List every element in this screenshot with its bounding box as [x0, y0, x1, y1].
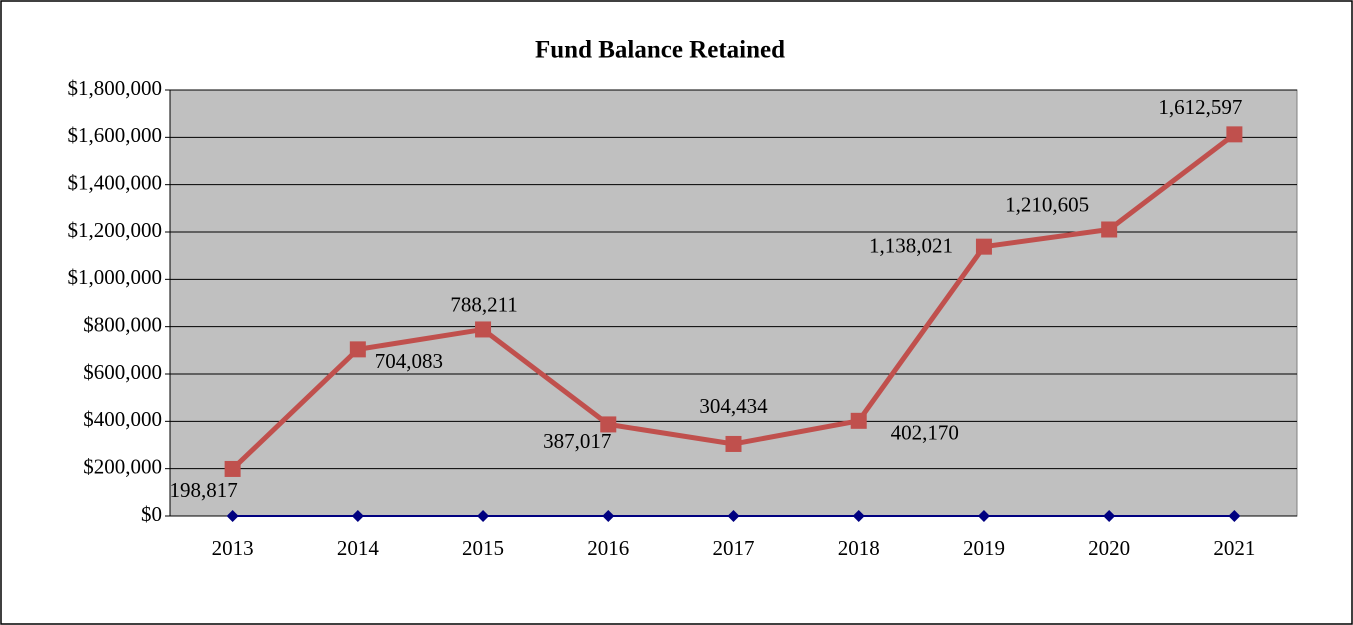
y-tick-label: $600,000 [83, 360, 162, 384]
marker [1226, 126, 1243, 143]
data-label: 1,612,597 [1158, 95, 1242, 119]
y-tick-label: $400,000 [83, 407, 162, 431]
marker [977, 510, 990, 522]
marker [1103, 510, 1116, 522]
marker [727, 510, 740, 522]
y-tick-label: $800,000 [83, 312, 162, 336]
x-tick-label: 2020 [1088, 536, 1130, 560]
marker [349, 341, 366, 358]
marker [600, 416, 617, 433]
marker [475, 321, 492, 338]
y-tick-label: $1,800,000 [68, 76, 163, 100]
x-tick-label: 2013 [212, 536, 254, 560]
marker [852, 510, 865, 522]
y-tick-label: $1,600,000 [68, 123, 163, 147]
data-label: 304,434 [699, 394, 768, 418]
x-tick-label: 2018 [838, 536, 880, 560]
marker [1228, 510, 1241, 522]
x-tick-label: 2017 [713, 536, 755, 560]
marker [226, 510, 239, 522]
data-label: 1,138,021 [869, 233, 953, 257]
data-label: 198,817 [169, 478, 237, 502]
marker [351, 510, 364, 522]
marker [224, 460, 241, 477]
y-tick-label: $0 [141, 502, 162, 526]
chart-title: Fund Balance Retained [535, 37, 785, 64]
x-tick-label: 2014 [337, 536, 380, 560]
data-label: 788,211 [450, 292, 517, 316]
marker [975, 238, 992, 255]
data-label: 402,170 [891, 421, 959, 445]
marker [477, 510, 490, 522]
data-label: 704,083 [375, 349, 443, 373]
y-tick-label: $1,400,000 [68, 170, 163, 194]
y-tick-label: $1,200,000 [68, 218, 163, 242]
y-tick-label: $1,000,000 [68, 265, 163, 289]
plot-area [169, 89, 1298, 517]
marker [725, 435, 742, 452]
data-label: 387,017 [543, 429, 611, 453]
marker [850, 412, 867, 429]
x-tick-label: 2021 [1213, 536, 1255, 560]
marker [1101, 221, 1118, 238]
x-tick-label: 2016 [587, 536, 629, 560]
data-label: 1,210,605 [1005, 192, 1089, 216]
marker [602, 510, 615, 522]
x-tick-label: 2015 [462, 536, 504, 560]
x-tick-label: 2019 [963, 536, 1005, 560]
y-tick-label: $200,000 [83, 454, 162, 478]
